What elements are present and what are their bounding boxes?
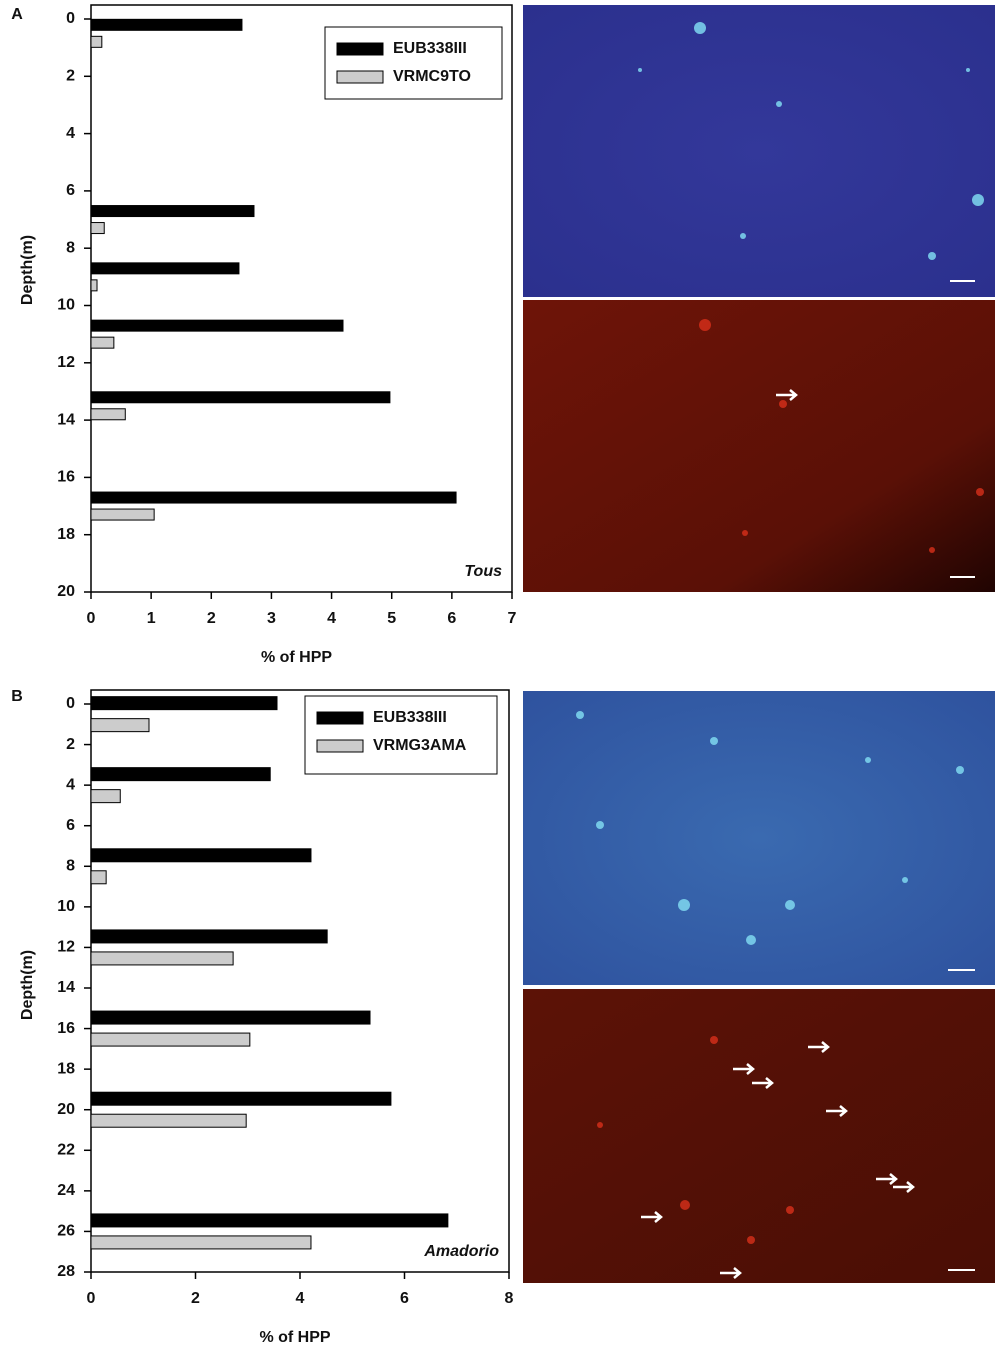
x-tick-label: 8 [505, 1290, 514, 1307]
bar [90, 789, 121, 804]
chart: 0 2 4 6 80246810121416182022242628EUB338IIIV… [11, 688, 513, 1346]
annotation: Amadorio [423, 1243, 499, 1260]
y-tick-label: 10 [57, 297, 75, 314]
x-tick-label: 1 [147, 610, 156, 627]
legend-box [304, 695, 498, 775]
x-tick-label: 0 [87, 610, 96, 627]
y-tick-label: 14 [57, 411, 75, 428]
y-tick-label: 22 [57, 1142, 75, 1159]
y-tick-label: 14 [57, 979, 75, 996]
y-tick-label: 4 [66, 125, 75, 142]
bar [90, 696, 278, 711]
y-axis-label: Depth(m) [19, 950, 36, 1020]
bar [90, 870, 107, 885]
y-tick-label: 2 [66, 68, 75, 85]
x-tick-label: 2 [207, 610, 216, 627]
bar [90, 205, 255, 218]
bar [90, 336, 115, 349]
cells [597, 319, 984, 1244]
bar [90, 35, 103, 48]
bar [90, 951, 234, 966]
micrographs [523, 5, 995, 1283]
y-tick-label: 0 [66, 10, 75, 27]
bar [90, 222, 105, 235]
x-tick-label: 6 [400, 1290, 409, 1307]
x-tick-label: 7 [508, 610, 517, 627]
x-tick-label: 4 [327, 610, 336, 627]
y-tick-label: 20 [57, 583, 75, 600]
bar [90, 718, 150, 733]
bar [90, 848, 312, 863]
bar [90, 319, 344, 332]
legend-label: EUB338III [393, 40, 467, 57]
bar [90, 491, 457, 504]
bar [90, 391, 391, 404]
legend-swatch [316, 711, 364, 725]
legend-box [324, 26, 503, 100]
bar [90, 408, 126, 421]
bar [90, 1010, 371, 1025]
bar [90, 279, 98, 292]
bar [90, 1235, 312, 1250]
bar [90, 1113, 247, 1128]
legend-swatch [336, 42, 384, 56]
bar [90, 1032, 251, 1047]
y-tick-label: 8 [66, 858, 75, 875]
y-tick-label: 20 [57, 1101, 75, 1118]
x-tick-label: 5 [387, 610, 396, 627]
y-tick-label: 4 [66, 776, 75, 793]
bar [90, 508, 155, 521]
y-tick-label: 12 [57, 354, 75, 371]
y-tick-label: 18 [57, 1060, 75, 1077]
dapi-image [523, 5, 995, 297]
bar [90, 262, 240, 275]
x-tick-label: 0 [87, 1290, 96, 1307]
bar [90, 1091, 392, 1106]
fish-image [523, 989, 995, 1283]
x-tick-label: 2 [191, 1290, 200, 1307]
fish-image [523, 300, 995, 592]
panel-label: B [11, 688, 23, 705]
arrows [641, 389, 915, 1279]
bar [90, 767, 271, 782]
y-tick-label: 2 [66, 736, 75, 753]
scale-bars [948, 280, 975, 1271]
x-tick-label: 6 [447, 610, 456, 627]
legend-swatch [316, 739, 364, 753]
bar [90, 18, 243, 31]
legend-label: VRMC9TO [393, 68, 471, 85]
y-axis-label: Depth(m) [19, 235, 36, 305]
x-axis-label: % of HPP [259, 1329, 330, 1346]
y-tick-label: 8 [66, 239, 75, 256]
legend-swatch [336, 70, 384, 84]
panel-label: A [11, 6, 23, 23]
legend-label: VRMG3AMA [373, 737, 467, 754]
cells [576, 22, 984, 945]
y-tick-label: 12 [57, 939, 75, 956]
x-axis-label: % of HPP [261, 649, 332, 666]
y-tick-label: 10 [57, 898, 75, 915]
bar [90, 1213, 449, 1228]
y-tick-label: 16 [57, 1020, 75, 1037]
annotation: Tous [464, 563, 502, 580]
y-tick-label: 16 [57, 469, 75, 486]
plot-frame [90, 4, 513, 593]
y-tick-label: 0 [66, 695, 75, 712]
bar [90, 929, 328, 944]
chart: 0 1 2 3 4 5 6 702468101214161820EUB338IIIVRMC9T… [11, 4, 517, 666]
x-tick-label: 4 [296, 1290, 305, 1307]
dapi-image [523, 691, 995, 985]
y-tick-label: 26 [57, 1223, 75, 1240]
y-tick-label: 18 [57, 526, 75, 543]
y-tick-label: 28 [57, 1263, 75, 1280]
y-tick-label: 6 [66, 817, 75, 834]
y-tick-label: 24 [57, 1182, 75, 1199]
x-tick-label: 3 [267, 610, 276, 627]
legend-label: EUB338III [373, 709, 447, 726]
y-tick-label: 6 [66, 182, 75, 199]
